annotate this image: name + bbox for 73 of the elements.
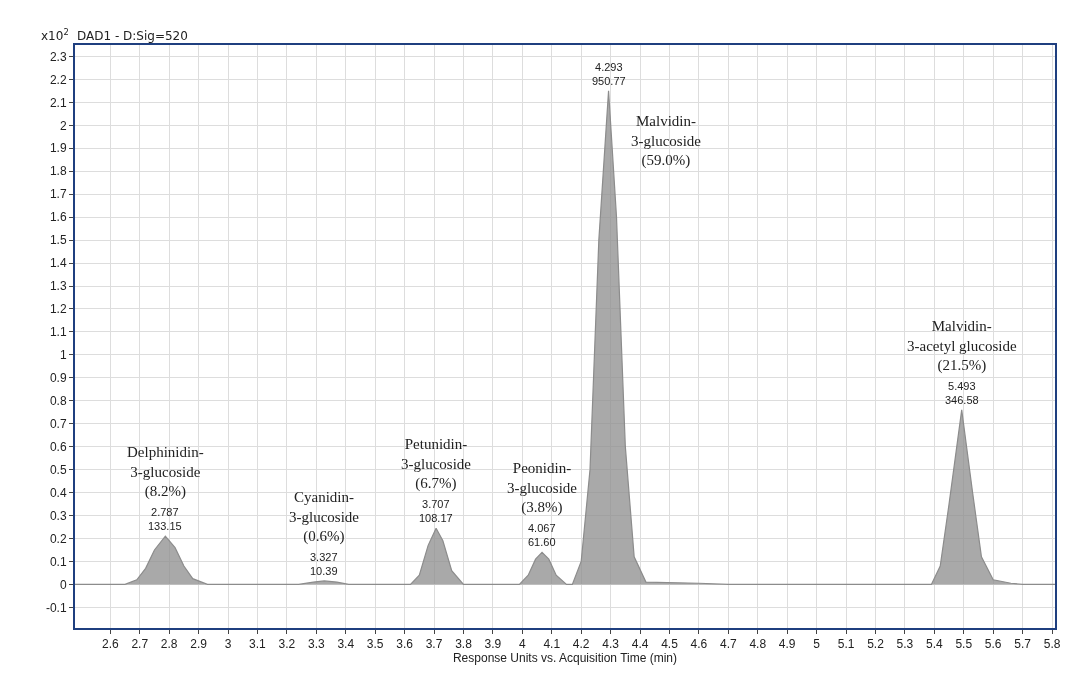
x-tick-label: 4: [518, 637, 526, 652]
x-tick-label: 5.2: [867, 637, 885, 652]
y-tick-label: 2.3: [49, 49, 67, 64]
annotation: Delphinidin- 3-glucoside (8.2%): [127, 444, 204, 500]
x-tick-label: 4.9: [778, 637, 796, 652]
x-tick-label: 5.1: [837, 637, 855, 652]
y-tick-label: 0.6: [49, 439, 67, 454]
x-tick-label: 4.7: [719, 637, 737, 652]
y-tick-label: 0.9: [49, 371, 67, 386]
y-tick-label: 0.1: [49, 554, 67, 569]
x-tick-label: 3.8: [455, 637, 473, 652]
x-axis-title: Response Units vs. Acquisition Time (min): [452, 651, 678, 666]
y-tick-label: 1.8: [49, 164, 67, 179]
x-tick-label: 4.4: [631, 637, 649, 652]
x-tick-label: 3.4: [337, 637, 355, 652]
y-tick-label: 1.3: [49, 279, 67, 294]
y-axis-title: x10$^{2}$: [41, 27, 69, 44]
y-tick-label: 2.1: [49, 95, 67, 110]
y-tick-label: 1.4: [49, 256, 67, 271]
y-tick-label: 1.5: [49, 233, 67, 248]
x-tick-label: 3.9: [484, 637, 502, 652]
annotation: 2.787 133.15: [148, 506, 182, 533]
annotation: 5.493 346.58: [945, 380, 979, 407]
y-tick-label: 1.7: [49, 187, 67, 202]
annotation: Peonidin- 3-glucoside (3.8%): [507, 460, 578, 516]
x-tick-label: 3.2: [278, 637, 296, 652]
y-tick-label: -0.1: [45, 600, 67, 615]
x-tick-label: 2.8: [160, 637, 178, 652]
y-tick-label: 0.2: [49, 531, 67, 546]
annotation: Cyanidin- 3-glucoside (0.6%): [289, 489, 360, 545]
x-tick-label: 4.1: [543, 637, 561, 652]
y-tick-label: 1: [59, 348, 67, 363]
chart-title: DAD1 - D:Sig=520: [77, 29, 188, 43]
annotation: Malvidin- 3-acetyl glucoside (21.5%): [907, 318, 1017, 374]
x-tick-label: 3.7: [425, 637, 443, 652]
y-tick-label: 1.2: [49, 302, 67, 317]
x-tick-label: 4.8: [749, 637, 767, 652]
x-tick-label: 5.7: [1014, 637, 1032, 652]
y-tick-label: 2: [59, 118, 67, 133]
annotation: Malvidin- 3-glucoside (59.0%): [631, 113, 702, 169]
y-tick-label: 1.6: [49, 210, 67, 225]
x-tick-label: 5.8: [1043, 637, 1061, 652]
y-tick-label: 0: [59, 577, 67, 592]
x-tick-label: 3: [224, 637, 232, 652]
x-tick-label: 4.3: [602, 637, 620, 652]
annotation: 4.067 61.60: [528, 522, 556, 549]
y-tick-label: 0.5: [49, 462, 67, 477]
annotation: 3.707 108.17: [419, 498, 453, 525]
x-tick-label: 3.1: [249, 637, 267, 652]
y-tick-label: 2.2: [49, 72, 67, 87]
x-tick-label: 3.5: [366, 637, 384, 652]
x-tick-label: 5: [813, 637, 821, 652]
x-tick-label: 5.6: [984, 637, 1002, 652]
x-tick-label: 5.4: [926, 637, 943, 652]
x-tick-label: 2.7: [131, 637, 149, 652]
x-tick-label: 4.6: [690, 637, 708, 652]
annotation: 4.293 950.77: [592, 61, 626, 88]
y-tick-label: 0.7: [49, 416, 67, 431]
y-tick-label: 0.4: [49, 485, 67, 500]
y-tick-label: 0.8: [49, 393, 67, 408]
x-tick-label: 3.6: [396, 637, 414, 652]
x-tick-label: 5.3: [896, 637, 914, 652]
x-tick-label: 4.2: [572, 637, 590, 652]
x-tick-label: 2.9: [190, 637, 208, 652]
x-tick-label: 3.3: [307, 637, 325, 652]
x-tick-label: 2.6: [101, 637, 119, 652]
y-tick-label: 0.3: [49, 508, 67, 523]
annotation: 3.327 10.39: [310, 551, 338, 578]
y-tick-label: 1.9: [49, 141, 67, 156]
x-tick-label: 4.5: [661, 637, 679, 652]
y-tick-label: 1.1: [49, 325, 67, 340]
x-tick-label: 5.5: [955, 637, 973, 652]
annotation: Petunidin- 3-glucoside (6.7%): [401, 436, 472, 492]
